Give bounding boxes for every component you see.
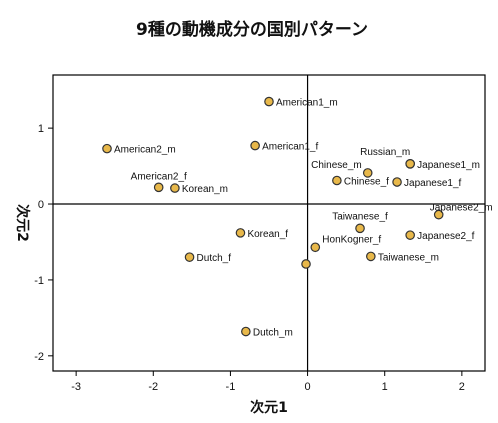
point-taiwanese-f [355,223,365,234]
label-american2-f: American2_f [131,171,187,182]
label-dutch-f: Dutch_f [197,253,232,264]
point-dutch-m [241,326,251,337]
data-points: American1_m American1_f American2_m America… [102,96,493,339]
point-dutch-f [184,252,195,262]
y-tick-label: -1 [34,275,44,287]
x-tick-label: -2 [148,381,158,393]
label-korean-f: Korean_f [247,229,288,240]
x-tick-label: -3 [71,381,81,393]
y-axis-title: 次元2 [14,204,31,242]
label-american1-m: American1_m [276,98,338,109]
x-tick-label: 1 [382,381,388,393]
label-japanese2-m: Japanese2_m [430,203,493,214]
point-japanese1-m [405,159,415,169]
point-japanese2-m [433,209,444,220]
point-taiwanese-m [366,251,376,262]
label-taiwanese-m: Taiwanese_m [378,252,439,263]
x-tick-label: -1 [226,381,236,393]
point-chinese-m [362,168,373,178]
label-japanese1-f: Japanese1_f [404,178,461,189]
label-korean-m: Korean_m [182,184,228,195]
label-american1-f: American1_f [262,142,318,153]
point-american1-f [250,140,260,151]
y-tick-label: 0 [38,199,44,211]
point-japanese1-f [392,177,402,187]
point-honkogner-f [310,242,321,253]
point-japanese2-f [405,230,415,240]
y-tick-label: -2 [34,351,44,363]
y-tick-label: 1 [38,123,44,135]
y-axis-ticks: -2 -1 0 1 [34,123,53,363]
point-american1-m [264,96,274,107]
x-axis-ticks: -3 -2 -1 0 1 2 [71,371,465,393]
point-chinese-f [332,175,342,186]
plot-area [52,74,486,372]
label-american2-m: American2_m [114,145,176,156]
x-axis-title: 次元1 [250,399,288,416]
point-korean-f [235,228,246,238]
x-tick-label: 2 [459,381,465,393]
label-japanese2-f: Japanese2_f [417,231,474,242]
label-japanese1-m: Japanese1_m [417,160,480,171]
chart-title: 9種の動機成分の国別パターン [136,19,368,40]
label-taiwanese-f: Taiwanese_f [332,211,388,222]
label-russian-m: Russian_m [360,147,410,158]
label-chinese-m: Chinese_m [311,160,362,171]
point-korean-m [170,183,180,193]
label-dutch-m: Dutch_m [253,328,293,339]
point-unlabeled [301,259,311,269]
x-tick-label: 0 [305,381,311,393]
point-american2-m [102,143,112,154]
point-american2-f [153,182,164,193]
label-honkogner-f: HonKogner_f [322,234,381,245]
label-chinese-f: Chinese_f [344,176,389,187]
